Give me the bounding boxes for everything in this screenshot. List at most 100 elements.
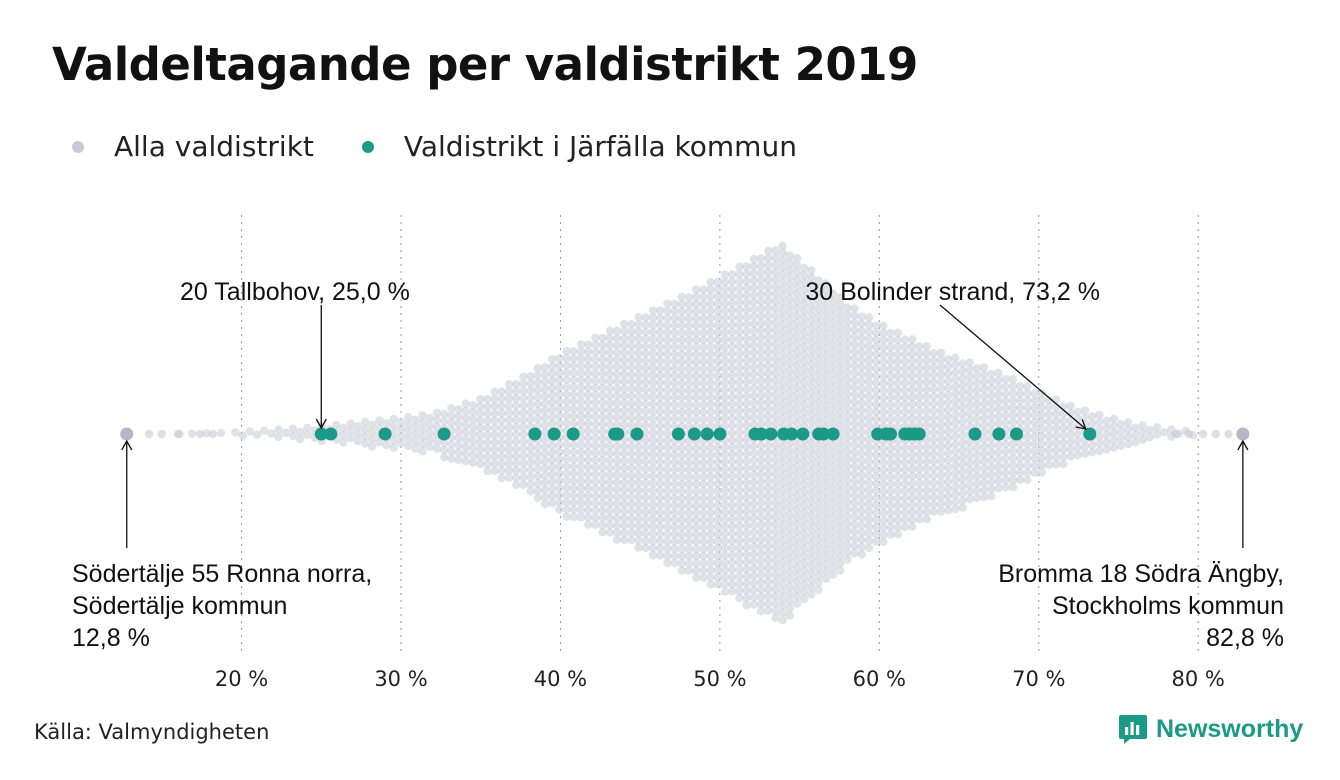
district-point: [706, 458, 715, 467]
district-point: [987, 405, 996, 414]
district-point: [936, 471, 946, 480]
district-point: [634, 327, 643, 336]
district-point: [569, 397, 578, 406]
district-point: [620, 442, 629, 451]
district-point: [641, 536, 650, 545]
district-point: [605, 485, 614, 494]
district-point: [821, 380, 830, 389]
district-point: [965, 444, 974, 453]
district-point: [821, 517, 830, 526]
district-point: [944, 463, 953, 472]
district-point: [591, 383, 600, 393]
district-point: [836, 343, 845, 352]
district-point: [864, 500, 874, 509]
district-point: [778, 320, 787, 330]
district-point: [836, 545, 845, 554]
district-point: [764, 383, 773, 392]
district-point: [692, 321, 701, 330]
district-point: [677, 415, 686, 424]
district-point: [958, 424, 967, 433]
district-point: [432, 437, 442, 446]
district-point: [260, 426, 269, 435]
district-point: [994, 404, 1003, 414]
district-point: [648, 529, 658, 538]
district-point: [987, 448, 996, 458]
district-point: [980, 471, 989, 480]
district-point: [857, 521, 866, 530]
district-point: [800, 501, 809, 510]
district-point: [843, 447, 852, 456]
district-point: [692, 451, 701, 460]
district-point: [692, 479, 701, 489]
district-point: [620, 327, 629, 336]
district-point: [728, 392, 737, 402]
district-point: [476, 459, 485, 469]
district-point: [1124, 418, 1133, 427]
district-point: [252, 430, 262, 439]
district-point: [857, 434, 866, 444]
district-point: [540, 492, 550, 502]
district-point: [728, 507, 737, 517]
district-point: [864, 406, 874, 416]
district-point: [512, 408, 521, 418]
district-point: [512, 466, 521, 475]
district-point: [872, 371, 881, 381]
district-point: [706, 472, 715, 481]
district-point: [864, 457, 874, 466]
district-point: [800, 494, 809, 503]
newsworthy-logo[interactable]: Newsworthy: [1118, 713, 1303, 745]
district-point: [634, 521, 643, 531]
district-point: [526, 372, 535, 381]
legend-label-all: Alla valdistrikt: [114, 130, 314, 163]
district-point: [958, 445, 967, 455]
district-point: [620, 471, 629, 480]
district-point: [1030, 468, 1039, 477]
district-point: [756, 527, 766, 537]
district-point: [771, 361, 780, 370]
district-point: [785, 409, 794, 419]
district-point: [720, 544, 730, 553]
district-point: [785, 481, 794, 491]
district-point: [461, 413, 470, 423]
district-point: [749, 355, 758, 364]
district-point: [497, 473, 506, 483]
district-point: [656, 544, 665, 553]
district-point: [771, 375, 780, 385]
district-point: [641, 356, 650, 365]
district-point: [497, 466, 506, 475]
district-point: [735, 349, 744, 358]
district-point: [555, 375, 564, 385]
district-point: [569, 440, 578, 450]
annotation-bolinder-strand: 30 Bolinder strand, 73,2 %: [805, 278, 1100, 306]
district-point: [879, 537, 888, 547]
district-point: [872, 357, 881, 366]
district-point: [699, 335, 708, 345]
district-point: [641, 529, 650, 538]
district-point: [713, 313, 722, 323]
district-point: [677, 465, 686, 474]
district-point: [929, 392, 938, 401]
district-point: [785, 417, 794, 426]
district-point: [706, 486, 715, 496]
district-point: [684, 508, 694, 518]
district-point: [713, 371, 722, 380]
district-point: [922, 450, 931, 459]
district-point: [900, 407, 910, 416]
district-point: [692, 559, 701, 568]
district-point: [483, 466, 492, 476]
district-point: [771, 253, 780, 262]
district-point: [756, 448, 766, 458]
district-point: [749, 254, 758, 264]
district-point: [1008, 439, 1018, 449]
district-point: [454, 441, 463, 450]
district-point: [893, 508, 902, 517]
district-point: [627, 392, 636, 401]
district-point: [519, 422, 528, 432]
district-point: [584, 412, 593, 421]
district-point: [627, 478, 636, 487]
district-point: [922, 514, 931, 524]
district-point: [620, 449, 629, 458]
series-jarfalla: [314, 427, 1097, 441]
district-point: [778, 313, 787, 322]
district-point: [627, 370, 636, 379]
